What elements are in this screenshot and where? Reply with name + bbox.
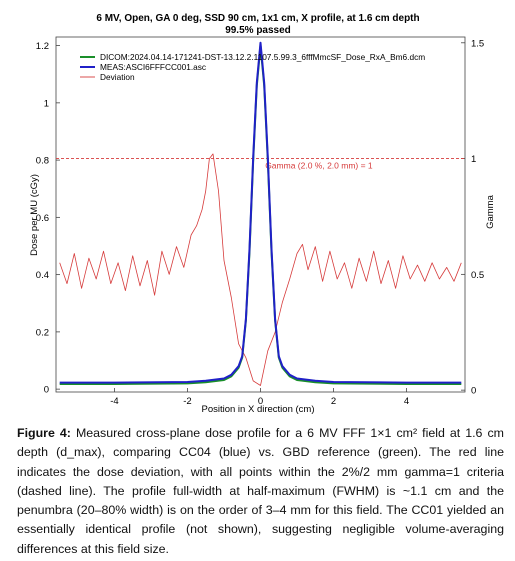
- x-axis-label: Position in X direction (cm): [202, 404, 315, 415]
- y-tick-label: 0.8: [36, 156, 49, 167]
- caption-label: Figure 4:: [17, 426, 71, 440]
- legend-label: MEAS:ASCI6FFFCC001.asc: [100, 62, 206, 72]
- chart-subtitle: 99.5% passed: [225, 25, 291, 36]
- x-tick-label: -4: [110, 396, 118, 407]
- y2-tick-label: 0: [471, 386, 476, 397]
- y2-axis-label: Gamma: [485, 194, 496, 229]
- deviation-line: [59, 153, 462, 386]
- gamma-threshold-label: Gamma (2.0 %, 2.0 mm) = 1: [265, 161, 373, 171]
- y-axis-label: Dose per MU (cGy): [29, 174, 40, 256]
- chart-title: 6 MV, Open, GA 0 deg, SSD 90 cm, 1x1 cm,…: [96, 13, 419, 24]
- legend-label: DICOM:2024.04.14-171241-DST-13.12.2.1107…: [100, 52, 425, 62]
- x-tick-label: 4: [404, 396, 409, 407]
- y-tick-label: 0.2: [36, 327, 49, 338]
- x-tick-label: 0: [258, 396, 263, 407]
- y2-tick-label: 0.5: [471, 270, 484, 281]
- x-tick-label: 2: [331, 396, 336, 407]
- measured-profile-line: [59, 41, 462, 384]
- dose-profile-figure: 6 MV, Open, GA 0 deg, SSD 90 cm, 1x1 cm,…: [29, 13, 496, 415]
- dose-profile-chart: 6 MV, Open, GA 0 deg, SSD 90 cm, 1x1 cm,…: [29, 13, 496, 415]
- y-tick-label: 0.6: [36, 213, 49, 224]
- y2-tick-label: 1.5: [471, 38, 484, 49]
- dicom-profile-line: [59, 44, 462, 385]
- y2-tick-label: 1: [471, 154, 476, 165]
- y-tick-label: 1: [44, 98, 49, 109]
- caption-text: Measured cross-plane dose profile for a …: [17, 426, 504, 556]
- y-tick-label: 0: [44, 385, 49, 396]
- y-tick-label: 0.4: [36, 270, 49, 281]
- y-tick-label: 1.2: [36, 41, 49, 52]
- plot-frame: [55, 36, 466, 393]
- figure-caption: Figure 4: Measured cross-plane dose prof…: [17, 424, 504, 559]
- legend-label: Deviation: [100, 72, 135, 82]
- x-tick-label: -2: [183, 396, 191, 407]
